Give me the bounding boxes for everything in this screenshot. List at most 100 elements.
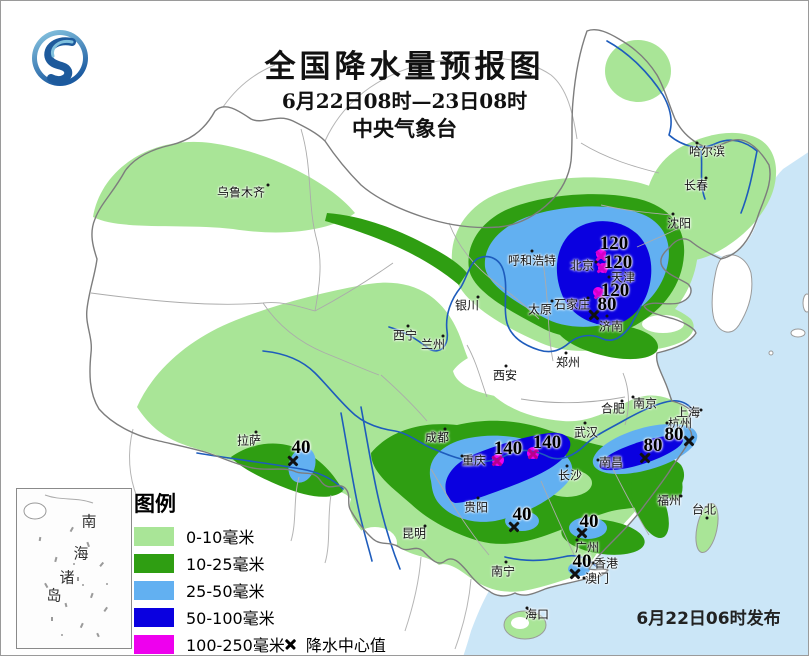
city-label: 重庆 — [461, 453, 487, 468]
precip-center-value: 80 — [597, 294, 617, 315]
city-dot — [406, 324, 410, 328]
precip-center-value: 140 — [532, 432, 562, 453]
south-china-sea-inset — [16, 488, 132, 649]
legend-swatch — [134, 607, 174, 627]
city-label: 济南 — [598, 319, 624, 334]
city-label: 杭州 — [667, 416, 693, 431]
city-label: 香港 — [593, 556, 619, 571]
city-dot — [596, 458, 600, 462]
city-label: 拉萨 — [236, 433, 262, 448]
city-dot — [704, 176, 708, 180]
city-dot — [705, 516, 709, 520]
city-dot — [665, 421, 669, 425]
city-dot — [530, 249, 534, 253]
inset-label-char: 南 — [81, 512, 97, 531]
precip-center-value: 80 — [643, 435, 663, 456]
agency-name: 中央气象台 — [352, 117, 457, 141]
city-dot — [575, 538, 579, 542]
city-dot — [565, 464, 569, 468]
city-dot — [591, 561, 595, 565]
city-dot — [631, 395, 635, 399]
legend-row: 10-25毫米 — [134, 551, 384, 575]
inset-label-char: 海 — [73, 544, 89, 563]
city-label: 南昌 — [598, 455, 624, 470]
city-label: 太原 — [527, 302, 553, 317]
city-label: 广州 — [574, 540, 600, 555]
city-dot — [550, 299, 554, 303]
legend-label: 25-50毫米 — [186, 582, 265, 601]
legend-swatch — [134, 634, 174, 654]
city-dot — [423, 524, 427, 528]
city-label: 海口 — [524, 607, 550, 622]
city-label: 郑州 — [555, 355, 581, 370]
legend-row: 50-100毫米 — [134, 605, 384, 629]
legend-swatch — [134, 580, 174, 600]
city-dot — [460, 454, 464, 458]
precip-center-value: 120 — [600, 280, 630, 301]
city-dot — [504, 364, 508, 368]
city-label: 北京 — [569, 258, 595, 273]
city-dot — [671, 212, 675, 216]
city-label: 澳门 — [584, 571, 610, 586]
city-dot — [679, 494, 683, 498]
inset-label-char: 岛 — [46, 586, 62, 605]
city-label: 南宁 — [490, 564, 516, 579]
city-dot — [504, 560, 508, 564]
forecast-period: 6月22日08时—23日08时 — [281, 89, 528, 113]
city-label: 呼和浩特 — [507, 253, 557, 268]
city-dot — [699, 408, 703, 412]
city-label: 长沙 — [557, 468, 583, 483]
legend-row: 100-250毫米 降水中心值 — [134, 632, 386, 655]
city-label: 成都 — [424, 430, 450, 445]
city-label: 贵阳 — [463, 500, 489, 515]
city-label: 长春 — [683, 178, 709, 193]
city-label: 武汉 — [573, 425, 599, 440]
city-dot — [583, 421, 587, 425]
city-dot — [266, 183, 270, 187]
city-label: 石家庄 — [553, 297, 591, 312]
city-dot — [476, 295, 480, 299]
legend-row: 0-10毫米 — [134, 524, 384, 548]
legend-label: 10-25毫米 — [186, 555, 265, 574]
city-label: 银川 — [454, 298, 480, 313]
city-dot — [443, 427, 447, 431]
center-marker-label: 降水中心值 — [305, 636, 386, 655]
legend-label: 50-100毫米 — [186, 609, 275, 628]
city-dot — [620, 399, 624, 403]
city-dot — [605, 314, 609, 318]
precip-center-value: 120 — [603, 252, 633, 273]
issue-time-note: 6月22日06时发布 — [636, 609, 781, 629]
precip-center-value: 40 — [579, 511, 599, 532]
city-dot — [254, 430, 258, 434]
china-border — [85, 29, 771, 597]
city-label: 哈尔滨 — [688, 144, 726, 159]
city-label: 南京 — [632, 396, 658, 411]
city-label: 昆明 — [401, 526, 427, 541]
inset-label-char: 诸 — [59, 568, 75, 587]
city-label: 西宁 — [392, 328, 418, 343]
map-title: 全国降水量预报图 — [264, 49, 545, 85]
city-label: 天津 — [610, 270, 636, 285]
city-label: 西安 — [492, 368, 518, 383]
city-dot — [564, 351, 568, 355]
precip-center-value: 40 — [291, 437, 311, 458]
city-dot — [441, 334, 445, 338]
city-dot — [525, 606, 529, 610]
city-label: 台北 — [691, 502, 717, 517]
legend-label: 100-250毫米 — [186, 636, 285, 655]
city-label: 福州 — [656, 493, 682, 508]
legend-swatch — [134, 553, 174, 573]
city-dot — [607, 275, 611, 279]
precip-center-value: 120 — [599, 233, 629, 254]
city-label: 上海 — [675, 405, 701, 420]
cma-logo-icon — [32, 30, 88, 86]
precip-center-value: 40 — [512, 504, 532, 525]
legend-title: 图例 — [134, 492, 176, 516]
city-label: 合肥 — [600, 401, 626, 416]
city-label: 乌鲁木齐 — [216, 185, 266, 200]
city-dot — [586, 296, 590, 300]
city-label: 兰州 — [420, 337, 446, 352]
city-dot — [582, 576, 586, 580]
